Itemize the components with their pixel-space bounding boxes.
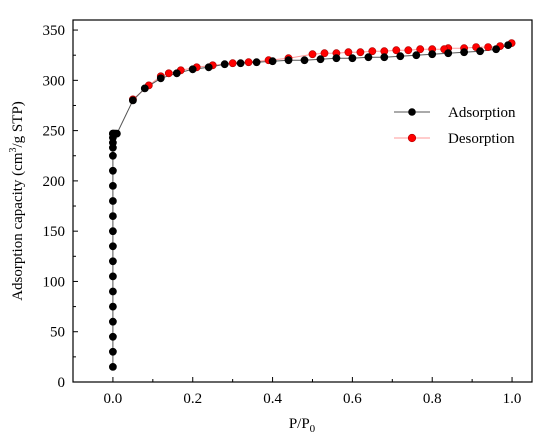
plot-frame: [72, 19, 533, 383]
data-point-desorption: [344, 48, 353, 57]
data-point-adsorption: [109, 332, 117, 341]
data-point-adsorption: [156, 74, 165, 83]
legend-marker-desorption: [407, 133, 417, 143]
data-point-desorption: [320, 49, 329, 58]
y-tick-label: 200: [43, 174, 66, 190]
data-point-adsorption: [444, 49, 453, 58]
y-tick-label: 100: [43, 274, 66, 290]
data-point-adsorption: [300, 56, 309, 65]
data-point-adsorption: [109, 151, 117, 160]
data-point-adsorption: [460, 48, 468, 57]
data-point-adsorption: [113, 129, 121, 138]
y-tick-label: 0: [58, 375, 66, 391]
data-point-desorption: [244, 58, 253, 67]
series-points: [109, 39, 516, 371]
data-point-adsorption: [492, 45, 500, 54]
data-point-adsorption: [220, 60, 229, 69]
data-point-adsorption: [188, 65, 197, 74]
data-point-adsorption: [428, 50, 437, 59]
legend-marker-adsorption: [408, 108, 416, 116]
data-point-desorption: [392, 46, 401, 55]
x-tick-label: 0.0: [104, 391, 123, 407]
data-point-adsorption: [316, 55, 325, 64]
data-point-adsorption: [109, 317, 117, 326]
data-point-desorption: [164, 69, 173, 78]
data-point-adsorption: [109, 302, 117, 311]
x-tick-label: 0.4: [263, 391, 282, 407]
data-point-adsorption: [140, 84, 149, 93]
data-point-adsorption: [348, 54, 357, 63]
data-point-adsorption: [284, 56, 293, 65]
legend-item-desorption: Desorption: [394, 131, 515, 147]
legend-label-desorption: Desorption: [448, 131, 515, 147]
x-tick-label: 0.2: [183, 391, 202, 407]
data-point-adsorption: [396, 52, 405, 61]
legend-label-adsorption: Adsorption: [448, 105, 516, 121]
data-point-adsorption: [109, 166, 117, 175]
data-point-adsorption: [380, 53, 389, 62]
legend-item-adsorption: Adsorption: [394, 105, 516, 121]
data-point-adsorption: [109, 347, 117, 356]
data-point-adsorption: [109, 227, 117, 236]
data-point-desorption: [404, 46, 413, 55]
data-point-adsorption: [476, 47, 484, 56]
x-tick-label: 1.0: [503, 391, 522, 407]
data-point-adsorption: [172, 69, 181, 78]
data-point-adsorption: [109, 181, 117, 190]
data-point-adsorption: [332, 54, 341, 63]
data-point-desorption: [356, 48, 365, 57]
data-point-adsorption: [109, 212, 117, 220]
data-point-adsorption: [109, 272, 117, 281]
data-point-adsorption: [252, 58, 261, 67]
data-point-adsorption: [128, 96, 137, 105]
data-point-desorption: [368, 47, 377, 56]
data-point-adsorption: [204, 63, 213, 72]
x-axis-label: P/P0: [289, 416, 316, 435]
y-tick-label: 150: [43, 224, 66, 240]
y-tick-label: 350: [43, 23, 66, 39]
data-point-adsorption: [268, 57, 277, 66]
data-point-adsorption: [412, 51, 421, 60]
y-tick-label: 300: [43, 73, 66, 89]
data-point-desorption: [228, 59, 237, 68]
data-point-adsorption: [109, 197, 117, 205]
data-point-adsorption: [109, 362, 117, 371]
data-point-adsorption: [109, 242, 117, 251]
y-tick-label: 250: [43, 124, 66, 140]
data-point-adsorption: [236, 59, 245, 68]
data-point-adsorption: [504, 41, 512, 49]
series-lines: [112, 42, 512, 367]
legend: Adsorption Desorption: [394, 105, 516, 147]
x-tick-label: 0.6: [343, 391, 362, 407]
axis-ticks: 0.0 0.2 0.4 0.6 0.8 1.0 0 50 100 150 200 250 300 350: [43, 23, 522, 407]
data-point-desorption: [484, 43, 492, 51]
data-point-adsorption: [109, 287, 117, 296]
y-tick-label: 50: [50, 325, 65, 341]
series-line-adsorption: [112, 44, 509, 367]
data-point-adsorption: [109, 257, 117, 266]
x-tick-label: 0.8: [423, 391, 442, 407]
y-axis-label: Adsorption capacity (cm3/g STP): [8, 101, 26, 301]
data-point-desorption: [308, 50, 317, 59]
data-point-desorption: [416, 45, 425, 54]
data-point-adsorption: [364, 53, 373, 62]
